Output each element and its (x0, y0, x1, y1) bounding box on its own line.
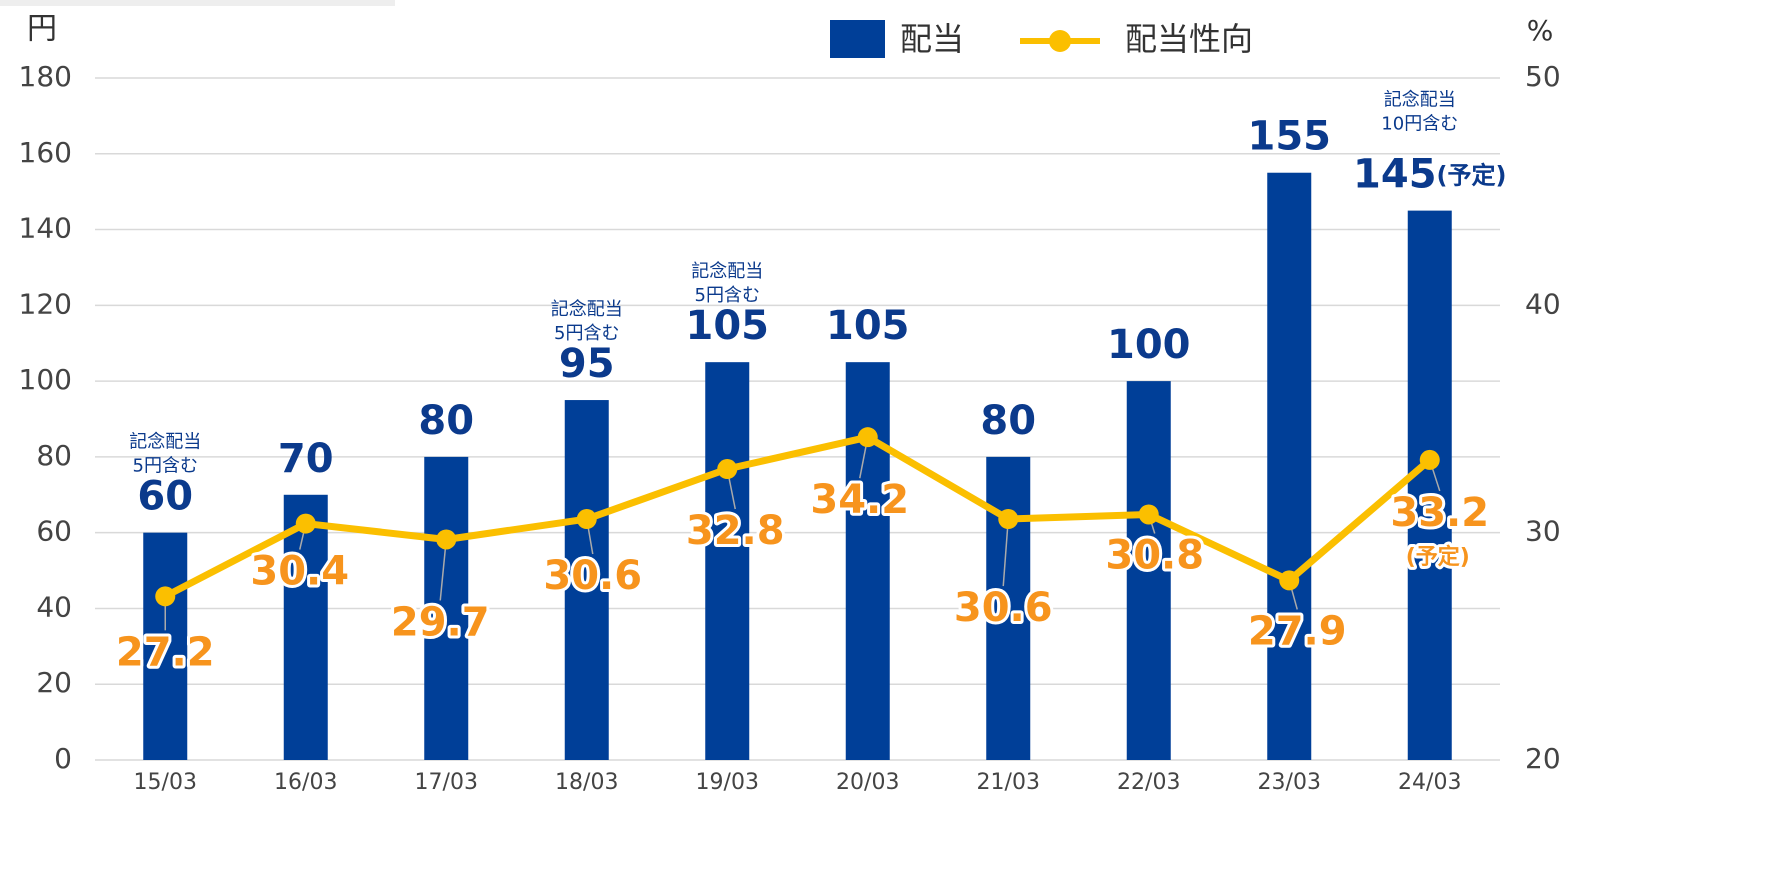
x-tick-label: 18/03 (555, 770, 618, 795)
annotation: 5円含む (133, 456, 198, 477)
bar (1126, 381, 1171, 760)
annotation: 5円含む (695, 285, 760, 306)
x-tick-label: 19/03 (696, 770, 759, 795)
line-marker (295, 513, 316, 534)
legend-label: 配当 (900, 20, 964, 58)
bar-value: 80 (418, 398, 474, 444)
bar-value-label: 60 (137, 474, 193, 520)
leader-line (439, 539, 447, 601)
line-marker (998, 509, 1019, 530)
x-tick-label: 15/03 (134, 770, 197, 795)
y-tick-label: 0 (54, 742, 72, 775)
bar (283, 494, 328, 760)
line-value-label: 32.8 (686, 508, 785, 554)
y-tick-label: 40 (36, 590, 72, 623)
legend-swatch (830, 20, 885, 58)
line-value-label: 30.4 (250, 549, 349, 595)
y-tick-label: 100 (19, 363, 72, 396)
x-tick-label: 17/03 (415, 770, 478, 795)
y-tick-label: 160 (19, 136, 72, 169)
bar (1407, 210, 1452, 761)
x-tick-label: 23/03 (1258, 770, 1321, 795)
bar (705, 362, 750, 760)
y2-tick-label: 50 (1525, 60, 1561, 93)
annotation: 記念配当 (129, 431, 201, 453)
y-tick-label: 60 (36, 515, 72, 548)
bar-value-label: 95 (559, 341, 615, 387)
bar (1267, 172, 1312, 760)
y-tick-label: 80 (36, 439, 72, 472)
bar-value: 100 (1107, 322, 1191, 368)
bar-value-note: (予定) (1437, 162, 1507, 190)
line-value-label: 33.2 (1390, 490, 1489, 536)
bar-value: 105 (686, 303, 770, 349)
bar-value: 70 (278, 436, 334, 482)
line-value-label: 29.7 (391, 599, 490, 645)
x-tick-label: 24/03 (1398, 770, 1461, 795)
line-marker (1419, 449, 1440, 470)
bar-value-label: 80 (980, 398, 1036, 444)
bar-value-label: 155 (1248, 114, 1332, 160)
bar-value-label: 105 (826, 303, 910, 349)
y2-tick-label: 30 (1525, 515, 1561, 548)
y2-tick-label: 40 (1525, 287, 1561, 320)
bar (564, 400, 609, 760)
top-strip (0, 0, 395, 6)
line-marker (1138, 504, 1159, 525)
legend-label: 配当性向 (1125, 20, 1253, 58)
bar-value-label: 145(予定) (1353, 152, 1506, 198)
bar (424, 456, 469, 760)
line-marker (576, 509, 597, 530)
legend-swatch-marker (1049, 30, 1071, 52)
x-tick-label: 22/03 (1117, 770, 1180, 795)
bar-value: 155 (1248, 114, 1332, 160)
bar-value-label: 70 (278, 436, 334, 482)
line-marker (717, 459, 738, 480)
x-tick-label: 21/03 (977, 770, 1040, 795)
line-marker (436, 529, 457, 550)
line-value-label: 27.2 (116, 629, 215, 675)
annotation: 記念配当 (551, 298, 623, 320)
annotation: 記念配当 (691, 260, 763, 282)
y2-tick-label: 20 (1525, 742, 1561, 775)
line-value-label: 34.2 (810, 477, 909, 523)
line-marker (857, 427, 878, 448)
bar (143, 532, 188, 760)
annotation: 5円含む (554, 323, 619, 344)
line-marker (155, 586, 176, 607)
bar-value: 145 (1353, 152, 1437, 198)
bar (845, 362, 890, 760)
bar-value: 60 (137, 474, 193, 520)
y-tick-label: 20 (36, 666, 72, 699)
line-value-label: 30.8 (1105, 532, 1204, 578)
line-value-label: 27.9 (1248, 608, 1347, 654)
leader-line (1002, 518, 1009, 587)
y2-unit: % (1527, 14, 1554, 47)
bar-value-label: 80 (418, 398, 474, 444)
y-tick-label: 180 (19, 60, 72, 93)
bar-value: 80 (980, 398, 1036, 444)
annotation: 記念配当 (1384, 89, 1456, 111)
y-unit: 円 (27, 12, 57, 47)
x-tick-label: 16/03 (274, 770, 337, 795)
line-value-label: 30.6 (543, 553, 642, 599)
bar-value: 105 (826, 303, 910, 349)
line-marker (1279, 570, 1300, 591)
y-tick-label: 120 (19, 287, 72, 320)
bar-value-label: 100 (1107, 322, 1191, 368)
line-value-label: 30.6 (954, 585, 1053, 631)
x-tick-label: 20/03 (836, 770, 899, 795)
bar-value-label: 105 (686, 303, 770, 349)
annotation: 10円含む (1381, 114, 1458, 135)
line-value-note: (予定) (1406, 544, 1470, 570)
bar-value: 95 (559, 341, 615, 387)
line (163, 433, 1433, 600)
y-tick-label: 140 (19, 212, 72, 245)
